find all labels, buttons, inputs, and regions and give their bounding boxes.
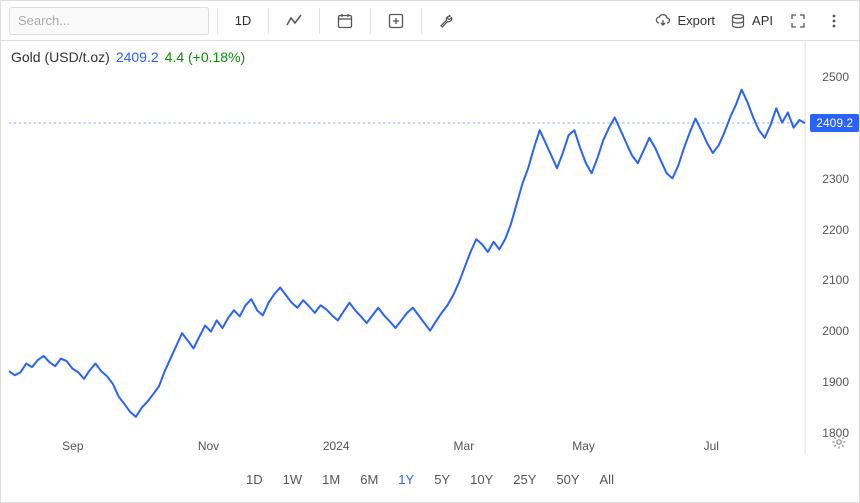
- range-button-10y[interactable]: 10Y: [462, 468, 501, 491]
- add-button[interactable]: [379, 6, 413, 36]
- api-label: API: [752, 13, 773, 28]
- export-label: Export: [677, 13, 715, 28]
- x-tick: Nov: [198, 439, 219, 453]
- plus-box-icon: [387, 12, 405, 30]
- calendar-icon: [336, 12, 354, 30]
- y-axis: 1800190020002100220023002500: [809, 41, 855, 455]
- divider: [370, 8, 371, 34]
- api-button[interactable]: API: [723, 6, 779, 36]
- chart-header: Gold (USD/t.oz) 2409.2 4.4 (+0.18%): [11, 49, 245, 65]
- instrument-name: Gold (USD/t.oz): [11, 49, 110, 65]
- y-tick: 2000: [822, 324, 849, 338]
- more-button[interactable]: [817, 6, 851, 36]
- current-price-tag: 2409.2: [810, 114, 859, 132]
- range-button-all[interactable]: All: [592, 468, 622, 491]
- x-tick: Jul: [704, 439, 719, 453]
- x-tick: Mar: [454, 439, 475, 453]
- tools-button[interactable]: [430, 6, 464, 36]
- timeframe-button[interactable]: 1D: [226, 6, 260, 36]
- gear-icon: [831, 434, 847, 450]
- chart-type-button[interactable]: [277, 6, 311, 36]
- price-chart: [1, 41, 859, 454]
- fullscreen-button[interactable]: [781, 6, 815, 36]
- cloud-download-icon: [654, 12, 672, 30]
- divider: [421, 8, 422, 34]
- x-tick: 2024: [323, 439, 350, 453]
- range-selector: 1D1W1M6M1Y5Y10Y25Y50YAll: [1, 455, 859, 503]
- range-button-6m[interactable]: 6M: [352, 468, 386, 491]
- last-price: 2409.2: [116, 49, 159, 65]
- range-button-1d[interactable]: 1D: [238, 468, 271, 491]
- chart-settings-button[interactable]: [829, 433, 849, 453]
- y-tick: 1900: [822, 375, 849, 389]
- line-chart-icon: [285, 12, 303, 30]
- y-tick: 2500: [822, 70, 849, 84]
- range-button-1w[interactable]: 1W: [275, 468, 311, 491]
- calendar-button[interactable]: [328, 6, 362, 36]
- divider: [319, 8, 320, 34]
- divider: [217, 8, 218, 34]
- chart-area[interactable]: Gold (USD/t.oz) 2409.2 4.4 (+0.18%) 1800…: [1, 41, 859, 455]
- x-axis: Sep Nov 2024 Mar May Jul: [1, 435, 805, 455]
- y-tick: 2100: [822, 273, 849, 287]
- x-tick: May: [572, 439, 595, 453]
- database-icon: [729, 12, 747, 30]
- y-tick: 2300: [822, 172, 849, 186]
- range-button-50y[interactable]: 50Y: [548, 468, 587, 491]
- range-button-25y[interactable]: 25Y: [505, 468, 544, 491]
- range-button-5y[interactable]: 5Y: [426, 468, 458, 491]
- range-button-1m[interactable]: 1M: [314, 468, 348, 491]
- divider: [268, 8, 269, 34]
- fullscreen-icon: [789, 12, 807, 30]
- toolbar: 1D Export API: [1, 1, 859, 41]
- x-tick: Sep: [62, 439, 83, 453]
- range-button-1y[interactable]: 1Y: [390, 468, 422, 491]
- price-change: 4.4 (+0.18%): [165, 49, 246, 65]
- more-vertical-icon: [825, 12, 843, 30]
- y-tick: 2200: [822, 223, 849, 237]
- timeframe-label: 1D: [235, 13, 252, 28]
- search-input[interactable]: [9, 7, 209, 35]
- export-button[interactable]: Export: [648, 6, 721, 36]
- wrench-icon: [438, 12, 456, 30]
